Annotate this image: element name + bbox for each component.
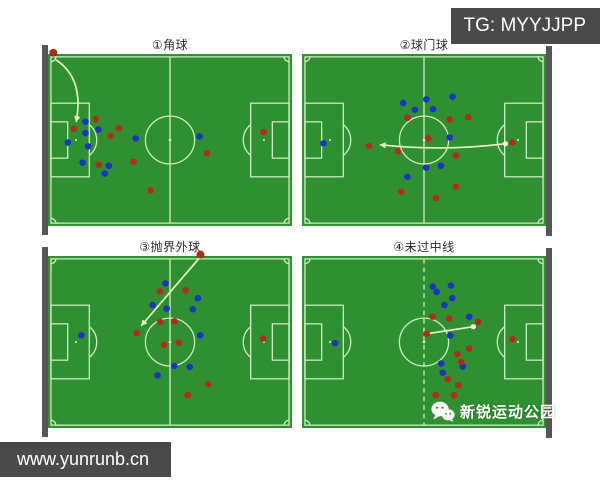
pitch-diagram xyxy=(48,48,292,226)
url-watermark-badge: www.yunrunb.cn xyxy=(0,442,172,477)
panel-title: ①角球 xyxy=(151,38,189,52)
tg-watermark-badge: TG: MYYJJPP xyxy=(450,8,600,44)
pitch-field-not-past-halfway xyxy=(302,248,552,438)
panel-not-past-halfway: ④未过中线 xyxy=(302,240,552,438)
pitch-field-goal-kick xyxy=(302,46,552,236)
panel-title: ④未过中线 xyxy=(393,240,455,254)
pitch-diagram xyxy=(48,250,292,428)
pitch-diagram xyxy=(302,256,546,428)
url-watermark-text: www.yunrunb.cn xyxy=(17,449,150,469)
pitch-field-corner-kick xyxy=(42,45,292,235)
pitch-grid: ①角球 ②球门球 ③抛界外球 ④未过中线 xyxy=(42,38,552,438)
panel-corner-kick: ①角球 xyxy=(42,38,292,235)
panel-title: ②球门球 xyxy=(399,38,449,52)
panel-title: ③抛界外球 xyxy=(139,240,201,254)
panel-throw-in: ③抛界外球 xyxy=(42,240,292,437)
pitch-field-throw-in xyxy=(42,247,292,437)
wechat-watermark-text: 新锐运动公园 xyxy=(460,403,557,421)
pitch-diagram xyxy=(302,54,546,226)
wechat-icon xyxy=(431,401,455,422)
panel-goal-kick: ②球门球 xyxy=(302,38,552,236)
wechat-watermark: 新锐运动公园 xyxy=(431,401,556,422)
tg-watermark-text: TG: MYYJJPP xyxy=(463,15,586,36)
